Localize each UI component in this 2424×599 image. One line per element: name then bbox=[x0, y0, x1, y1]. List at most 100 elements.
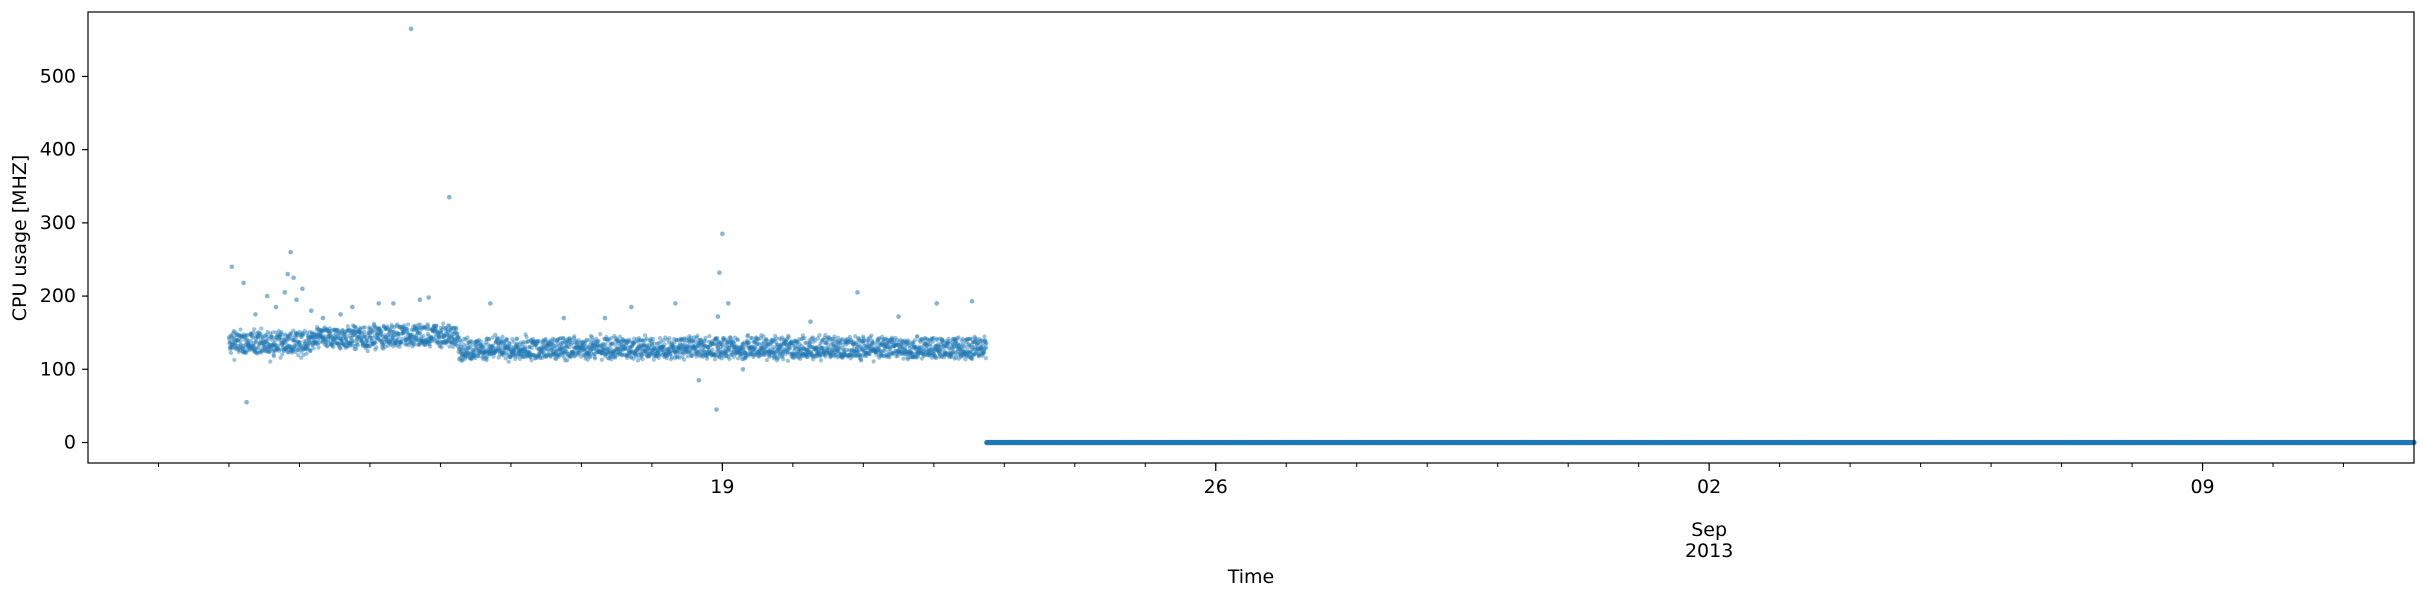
data-point bbox=[399, 339, 404, 344]
data-point bbox=[404, 342, 409, 348]
data-point bbox=[291, 328, 296, 333]
data-point bbox=[241, 332, 246, 337]
data-point bbox=[269, 343, 275, 348]
data-point bbox=[227, 336, 232, 342]
data-point bbox=[316, 340, 321, 345]
data-point bbox=[410, 344, 415, 349]
data-point bbox=[384, 339, 389, 344]
data-point bbox=[257, 333, 262, 339]
data-point bbox=[364, 338, 370, 343]
data-point bbox=[258, 350, 263, 355]
data-point bbox=[331, 333, 336, 338]
data-point bbox=[228, 333, 233, 338]
data-point bbox=[334, 336, 339, 341]
data-point bbox=[233, 343, 238, 348]
data-point bbox=[249, 331, 254, 336]
data-point bbox=[297, 340, 303, 345]
data-point bbox=[295, 331, 300, 336]
data-point bbox=[346, 328, 351, 333]
data-point bbox=[245, 333, 250, 338]
data-point bbox=[395, 338, 400, 343]
data-point bbox=[327, 329, 332, 334]
data-point bbox=[368, 330, 373, 335]
data-point bbox=[402, 326, 407, 331]
data-point bbox=[339, 328, 345, 333]
data-point bbox=[427, 338, 432, 343]
data-point bbox=[343, 343, 348, 349]
data-point bbox=[228, 350, 234, 356]
data-point bbox=[255, 333, 260, 338]
data-point bbox=[271, 342, 276, 347]
data-point bbox=[239, 335, 244, 340]
data-point bbox=[263, 348, 268, 353]
data-point bbox=[377, 330, 383, 335]
data-point bbox=[267, 349, 272, 354]
data-point bbox=[360, 343, 365, 348]
data-point bbox=[383, 336, 388, 342]
data-point bbox=[262, 346, 268, 351]
data-point bbox=[305, 333, 310, 338]
data-point bbox=[402, 323, 407, 328]
data-point bbox=[312, 335, 317, 340]
data-point bbox=[378, 338, 383, 343]
data-point bbox=[234, 338, 239, 343]
data-point bbox=[280, 340, 286, 345]
data-point bbox=[414, 326, 420, 331]
data-point bbox=[335, 336, 340, 341]
data-point bbox=[244, 337, 249, 342]
data-point bbox=[276, 333, 281, 338]
data-point bbox=[323, 341, 328, 346]
data-point bbox=[326, 333, 332, 338]
data-point bbox=[302, 328, 307, 333]
data-point bbox=[285, 350, 290, 355]
data-point bbox=[268, 344, 273, 350]
data-point bbox=[313, 341, 318, 346]
data-point bbox=[234, 331, 240, 337]
data-point bbox=[236, 338, 241, 344]
data-point bbox=[236, 349, 241, 355]
data-point bbox=[421, 333, 426, 339]
data-point bbox=[299, 349, 304, 354]
data-point bbox=[333, 329, 338, 334]
data-point bbox=[404, 337, 409, 342]
data-point bbox=[379, 341, 385, 346]
data-point bbox=[251, 344, 257, 349]
data-point bbox=[394, 323, 399, 328]
data-point bbox=[250, 347, 255, 352]
data-point bbox=[385, 332, 391, 338]
data-point bbox=[302, 346, 307, 351]
data-point bbox=[375, 333, 380, 338]
data-point bbox=[247, 346, 253, 351]
data-point bbox=[313, 341, 318, 346]
data-point bbox=[383, 344, 388, 349]
data-point bbox=[342, 331, 348, 336]
data-point bbox=[344, 337, 349, 342]
data-point bbox=[293, 330, 299, 335]
data-point bbox=[347, 342, 352, 347]
data-point bbox=[715, 335, 720, 341]
data-point bbox=[306, 336, 311, 341]
data-point bbox=[325, 343, 330, 348]
data-point bbox=[284, 342, 290, 348]
data-point bbox=[272, 348, 277, 353]
data-point bbox=[288, 332, 293, 337]
data-point bbox=[353, 325, 359, 331]
data-point bbox=[401, 329, 406, 334]
data-point bbox=[358, 331, 363, 336]
data-point bbox=[302, 339, 307, 344]
data-point bbox=[871, 359, 876, 364]
data-point bbox=[651, 336, 656, 342]
data-point bbox=[373, 328, 378, 333]
data-point bbox=[360, 341, 365, 346]
data-point bbox=[308, 334, 314, 339]
data-point bbox=[338, 334, 343, 339]
data-point bbox=[403, 326, 409, 331]
data-point bbox=[524, 334, 529, 340]
data-point bbox=[238, 342, 243, 347]
data-point bbox=[378, 332, 383, 337]
data-point bbox=[362, 334, 367, 339]
data-point bbox=[285, 344, 290, 350]
data-point bbox=[255, 351, 260, 356]
data-point bbox=[382, 336, 387, 341]
data-point bbox=[264, 345, 269, 350]
